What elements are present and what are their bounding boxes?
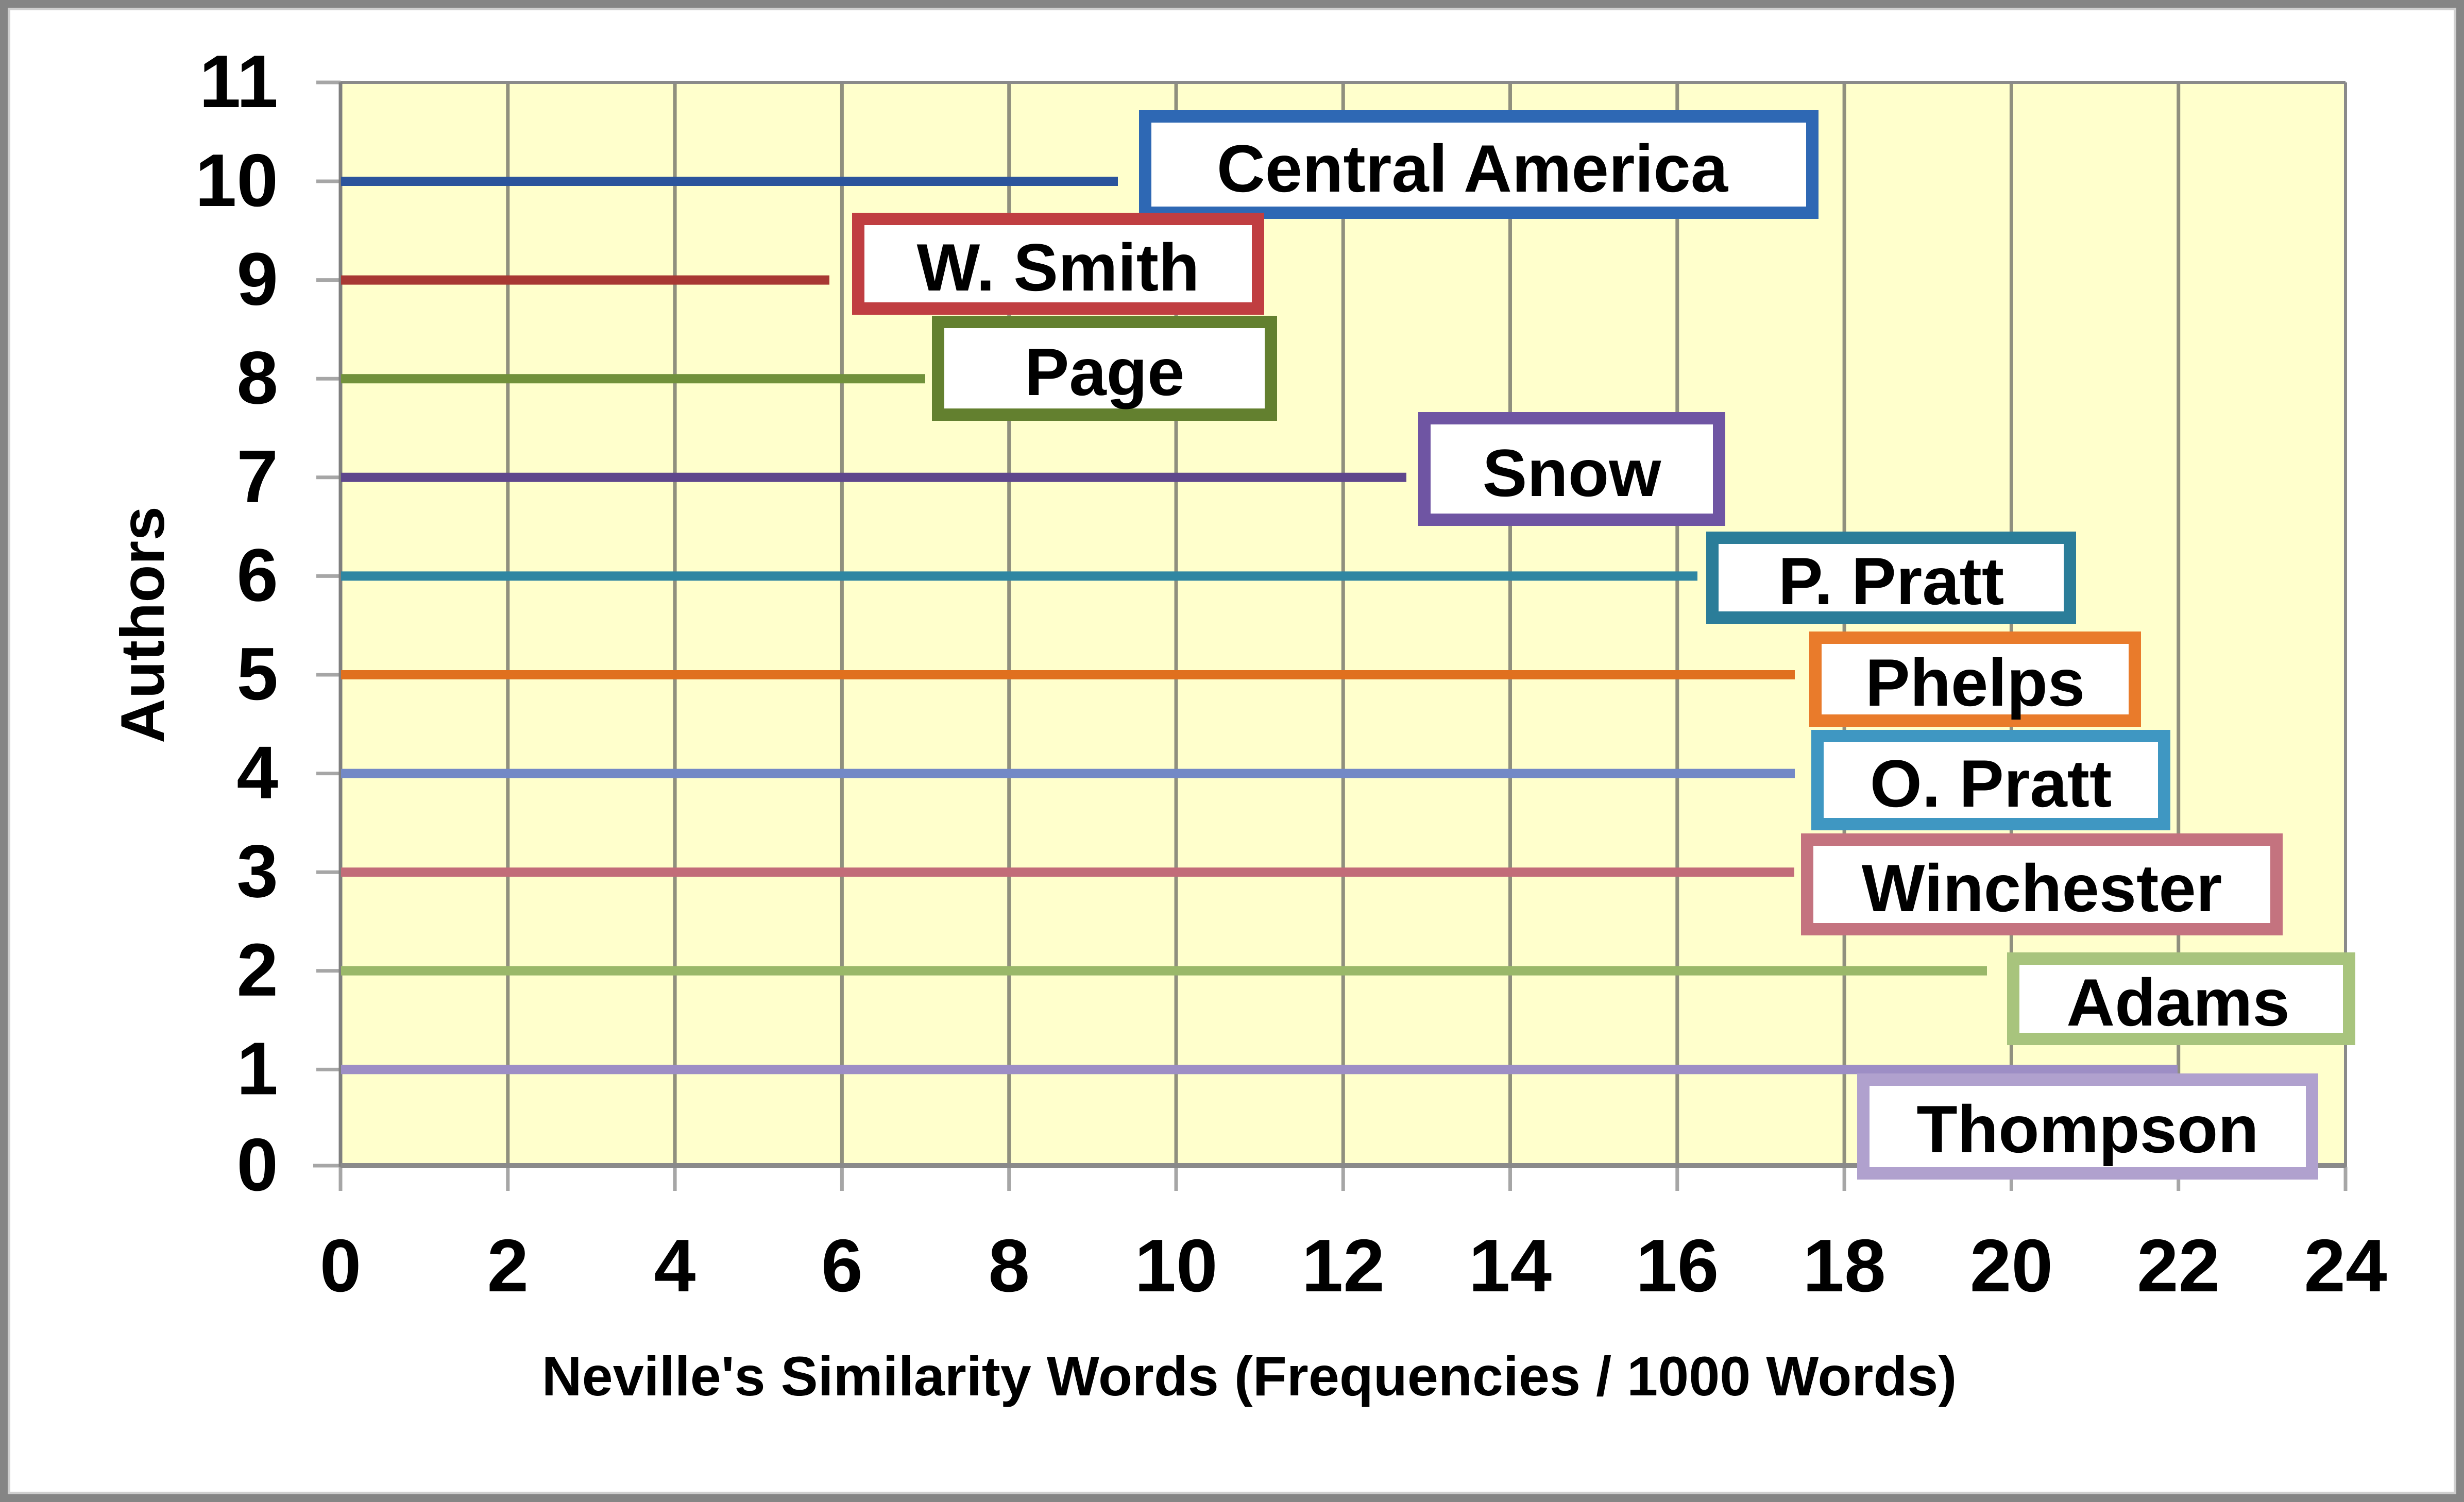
svg-text:Neville's Similarity Words (Fr: Neville's Similarity Words (Frequencies … — [542, 1345, 1957, 1407]
svg-text:Winchester: Winchester — [1862, 850, 2222, 926]
svg-text:Thompson: Thompson — [1916, 1091, 2258, 1167]
svg-text:20: 20 — [1970, 1224, 2053, 1307]
svg-text:2: 2 — [236, 928, 278, 1012]
svg-text:8: 8 — [236, 336, 278, 419]
svg-text:2: 2 — [487, 1224, 529, 1307]
svg-text:8: 8 — [988, 1224, 1030, 1307]
svg-text:0: 0 — [320, 1224, 362, 1307]
svg-text:10: 10 — [195, 139, 278, 222]
svg-text:9: 9 — [236, 237, 278, 321]
svg-text:11: 11 — [199, 40, 278, 123]
svg-text:0: 0 — [236, 1123, 278, 1206]
svg-text:6: 6 — [236, 533, 278, 617]
svg-text:16: 16 — [1636, 1224, 1719, 1307]
svg-text:6: 6 — [821, 1224, 863, 1307]
svg-text:Phelps: Phelps — [1865, 645, 2085, 720]
svg-text:Adams: Adams — [2066, 965, 2289, 1040]
svg-text:7: 7 — [236, 435, 278, 518]
svg-text:12: 12 — [1302, 1224, 1385, 1307]
svg-text:14: 14 — [1469, 1224, 1552, 1307]
svg-text:Page: Page — [1025, 334, 1185, 409]
svg-text:O. Pratt: O. Pratt — [1870, 746, 2112, 821]
svg-text:4: 4 — [654, 1224, 696, 1307]
svg-text:W. Smith: W. Smith — [917, 230, 1200, 305]
svg-text:Central America: Central America — [1217, 131, 1729, 206]
svg-text:Snow: Snow — [1483, 435, 1662, 510]
svg-text:1: 1 — [236, 1027, 278, 1110]
svg-text:10: 10 — [1134, 1224, 1217, 1307]
svg-text:18: 18 — [1803, 1224, 1885, 1307]
svg-text:Authors: Authors — [108, 506, 177, 743]
svg-text:3: 3 — [236, 829, 278, 913]
svg-text:24: 24 — [2304, 1224, 2387, 1307]
svg-text:P. Pratt: P. Pratt — [1778, 543, 2004, 619]
svg-text:5: 5 — [236, 632, 278, 715]
svg-text:4: 4 — [236, 731, 278, 814]
svg-text:22: 22 — [2137, 1224, 2220, 1307]
